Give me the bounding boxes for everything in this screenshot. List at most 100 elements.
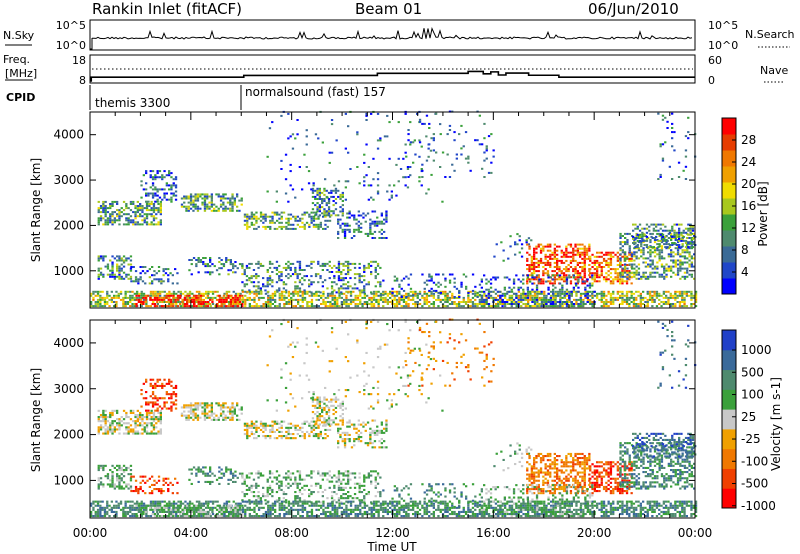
power-cell — [531, 301, 534, 303]
power-cell — [423, 298, 426, 301]
power-cell — [625, 264, 629, 266]
velocity-cell — [111, 420, 114, 423]
power-cell — [621, 245, 624, 248]
power-cell — [134, 205, 137, 207]
power-cell — [624, 255, 627, 258]
power-cell — [245, 275, 249, 278]
velocity-cell — [224, 418, 227, 421]
nsky-tick-high: 10^5 — [56, 19, 86, 32]
velocity-cell — [97, 430, 100, 433]
power-cell — [102, 205, 105, 207]
power-cell — [533, 257, 536, 260]
power-cell — [328, 215, 332, 218]
power-cell — [291, 133, 295, 136]
power-cell — [234, 265, 237, 268]
power-cell — [402, 301, 406, 303]
power-cell — [328, 264, 331, 267]
power-cell — [427, 155, 430, 158]
power-cell — [388, 121, 391, 124]
power-cell — [662, 290, 665, 293]
power-cell — [519, 294, 523, 297]
power-cell — [292, 227, 295, 230]
power-cell — [92, 296, 95, 299]
power-cell — [430, 277, 433, 280]
power-cell — [469, 305, 472, 308]
power-cell — [673, 229, 676, 232]
power-cell — [545, 298, 548, 301]
power-cell — [458, 305, 461, 308]
velocity-cell — [213, 418, 216, 421]
power-cell — [266, 277, 269, 280]
velocity-cell — [134, 414, 137, 417]
power-cell — [528, 278, 531, 281]
power-cell — [339, 224, 342, 227]
power-cell — [345, 298, 348, 301]
power-cell — [633, 255, 636, 258]
power-cell — [334, 198, 338, 200]
power-cell — [137, 278, 140, 281]
power-cell — [664, 235, 667, 238]
power-cell — [266, 271, 269, 273]
velocity-cell — [269, 430, 272, 433]
power-cell — [298, 260, 302, 263]
power-cell — [528, 270, 531, 273]
freq-tick-high: 18 — [72, 54, 86, 67]
power-cell — [666, 229, 669, 232]
power-cell — [280, 271, 283, 273]
power-cell — [467, 290, 470, 293]
velocity-cell — [113, 426, 116, 429]
power-cell — [600, 251, 603, 254]
power-cell — [570, 305, 573, 308]
velocity-cell — [168, 378, 171, 381]
velocity-cell — [240, 408, 243, 411]
power-cell — [96, 290, 100, 293]
power-cell — [228, 303, 231, 305]
power-cell — [591, 261, 594, 264]
power-cell — [327, 198, 331, 200]
power-cell — [525, 241, 528, 244]
power-cell — [562, 278, 566, 281]
velocity-cell — [222, 416, 225, 419]
power-cell — [552, 296, 555, 299]
power-cell — [551, 251, 554, 254]
power-cell — [225, 292, 228, 295]
power-cell — [418, 120, 422, 123]
velocity-cell — [141, 424, 144, 427]
power-cell — [621, 264, 624, 266]
power-cell — [297, 290, 300, 293]
power-cell — [589, 259, 592, 262]
power-cell — [358, 281, 361, 284]
power-cell — [271, 217, 274, 220]
power-cell — [582, 301, 585, 303]
power-cell — [104, 219, 107, 222]
power-cell — [369, 222, 372, 225]
power-cell — [386, 303, 389, 305]
power-cell — [439, 290, 442, 293]
power-cell — [152, 223, 156, 226]
power-cell — [323, 193, 326, 196]
power-cell — [344, 283, 347, 286]
power-cell — [625, 296, 629, 299]
power-cell — [531, 296, 534, 299]
power-cell — [250, 223, 253, 226]
power-cell — [222, 203, 225, 206]
power-cell — [665, 301, 668, 303]
power-cell — [240, 197, 243, 200]
power-cell — [278, 294, 281, 297]
power-cell — [602, 259, 606, 262]
power-cell — [432, 296, 435, 299]
power-cell — [327, 200, 331, 202]
power-cell — [145, 205, 149, 207]
power-cell — [579, 243, 582, 246]
power-cell — [143, 207, 146, 210]
power-cell — [151, 192, 155, 195]
power-cell — [342, 283, 345, 286]
power-cell — [287, 223, 290, 226]
power-cell — [616, 276, 619, 279]
power-cell — [478, 293, 482, 296]
power-cell — [561, 284, 564, 287]
power-cell — [96, 294, 100, 297]
power-cell — [380, 232, 383, 235]
power-cell — [269, 303, 272, 305]
power-cell — [621, 303, 624, 305]
